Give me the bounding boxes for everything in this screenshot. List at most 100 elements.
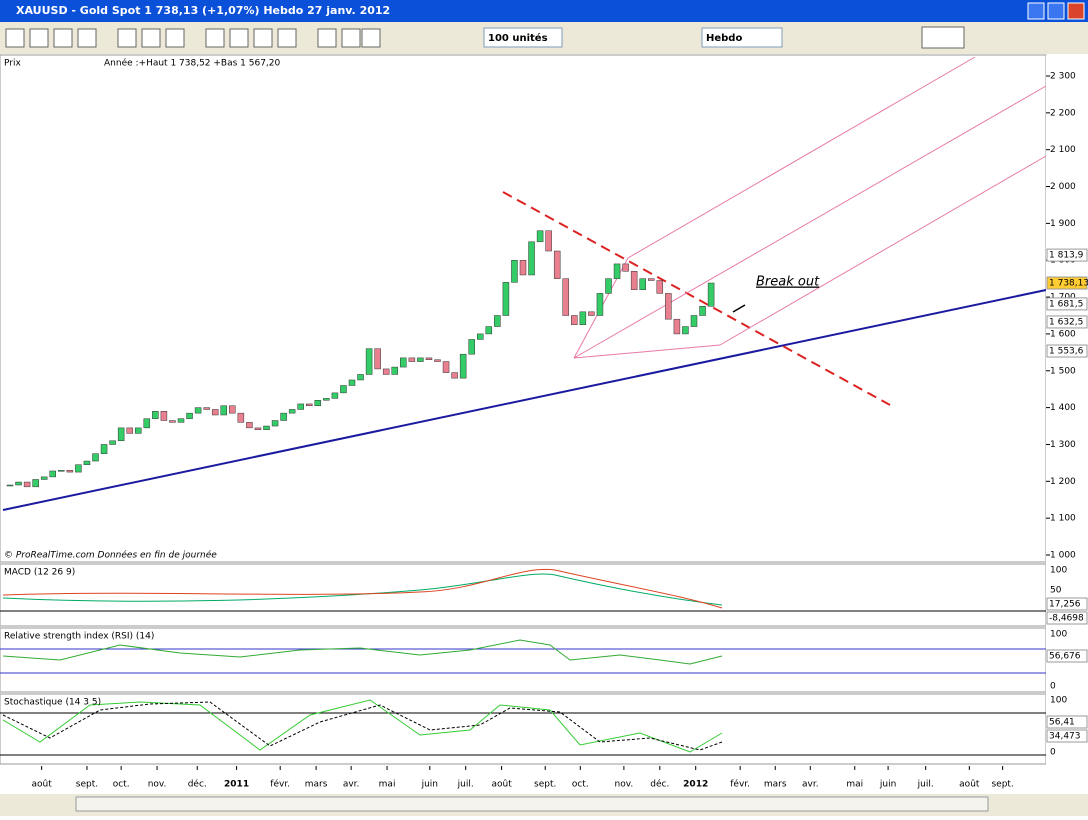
tool-button[interactable] — [53, 28, 73, 48]
channel-line — [573, 344, 721, 359]
tool-button[interactable] — [117, 28, 137, 48]
candle — [263, 425, 270, 430]
candle — [502, 282, 510, 316]
candle — [562, 278, 569, 316]
support-line — [2, 289, 1047, 511]
candle — [211, 409, 219, 416]
candle — [143, 418, 151, 429]
candle — [511, 259, 518, 283]
indicator-button[interactable] — [921, 26, 965, 49]
y-tick-label: 1 200 — [1050, 477, 1076, 487]
candle — [348, 379, 356, 386]
panel-title: Relative strength index (RSI) (14) — [4, 632, 154, 642]
candle — [622, 263, 629, 272]
candle — [536, 230, 544, 243]
candle — [605, 278, 612, 294]
stochastic-d — [2, 701, 723, 751]
candle — [690, 315, 698, 327]
candle — [271, 420, 279, 427]
period-dropdown[interactable] — [701, 27, 783, 48]
macd-panel — [0, 563, 1047, 627]
macd-line — [2, 568, 723, 609]
y-tick-label: 1 000 — [1050, 551, 1076, 561]
candle — [58, 470, 65, 472]
candle — [571, 315, 578, 325]
channel-line — [627, 56, 976, 259]
close-button[interactable] — [1067, 2, 1085, 20]
candle — [630, 271, 638, 290]
candle — [596, 293, 604, 316]
tool-button[interactable] — [141, 28, 161, 48]
candle — [391, 366, 398, 375]
minimize-button[interactable] — [1027, 2, 1045, 20]
panel-tick-label: 100 — [1050, 696, 1067, 706]
panel-value-label: 56,676 — [1049, 652, 1081, 662]
x-tick-label: sept. — [534, 780, 556, 790]
quantity-dropdown[interactable] — [483, 27, 563, 48]
tool-button[interactable] — [277, 28, 297, 48]
x-tick-label: oct. — [572, 780, 589, 790]
x-tick-label: avr. — [343, 780, 360, 790]
x-tick-label: août — [491, 780, 512, 790]
x-tick-label: sept. — [76, 780, 98, 790]
candle — [297, 403, 304, 410]
maximize-button[interactable] — [1047, 2, 1065, 20]
tool-button[interactable] — [205, 28, 225, 48]
candle — [169, 420, 176, 423]
last-value-box — [1046, 344, 1088, 358]
x-tick-label: août — [32, 780, 53, 790]
x-tick-label: mars — [764, 780, 787, 790]
drawing-tools — [5, 28, 381, 48]
y-tick-label: 1 100 — [1050, 514, 1076, 524]
candle — [417, 357, 424, 362]
candle — [152, 411, 159, 419]
x-tick-label: déc. — [188, 779, 207, 790]
tool-button[interactable] — [229, 28, 249, 48]
last-value-label: 1 632,5 — [1049, 317, 1083, 327]
candle — [340, 385, 347, 394]
tool-button[interactable] — [253, 28, 273, 48]
tool-button[interactable] — [361, 28, 381, 48]
candle — [682, 326, 689, 335]
candle — [400, 357, 407, 368]
x-tick-label: avr. — [802, 780, 819, 790]
panel-value-box — [1046, 597, 1088, 611]
tool-button[interactable] — [341, 28, 361, 48]
last-value-box — [1046, 297, 1088, 311]
x-tick-label: août — [959, 780, 980, 790]
x-tick-label: 2012 — [683, 780, 708, 790]
annotation: Break out — [756, 275, 820, 290]
tool-button[interactable] — [5, 28, 25, 48]
tool-button[interactable] — [317, 28, 337, 48]
y-tick-label: 2 200 — [1050, 108, 1076, 118]
candle — [186, 412, 193, 419]
tool-button[interactable] — [165, 28, 185, 48]
panel-tick-label: 50 — [1050, 586, 1062, 596]
candle — [707, 282, 715, 307]
panel-value-label: 17,256 — [1049, 600, 1081, 610]
price-info: Année :+Haut 1 738,52 +Bas 1 567,20 — [104, 58, 281, 69]
tool-button[interactable] — [77, 28, 97, 48]
y-tick-label: 1 400 — [1050, 403, 1076, 413]
panel-value-box — [1046, 715, 1088, 729]
candle — [331, 392, 339, 399]
candle — [160, 411, 168, 421]
last-value-box — [1046, 315, 1088, 329]
candle — [382, 368, 390, 375]
panel-value-label: 56,41 — [1049, 718, 1075, 728]
candle — [49, 470, 56, 478]
stochastic-k — [2, 699, 723, 753]
candle — [553, 250, 561, 279]
candle — [280, 412, 287, 421]
panel-value-label: -8,4698 — [1049, 614, 1084, 624]
panel-title: MACD (12 26 9) — [4, 568, 75, 578]
tool-button[interactable] — [29, 28, 49, 48]
last-value-label: 1 738,13 — [1049, 279, 1088, 289]
candle — [665, 293, 672, 320]
candle — [100, 444, 108, 454]
candle — [451, 372, 458, 379]
annotation-arrow — [732, 304, 746, 313]
panel-label: Prix — [4, 59, 21, 69]
scroll-bar[interactable] — [75, 796, 989, 812]
window-title: XAUUSD - Gold Spot 1 738,13 (+1,07%) Heb… — [16, 4, 390, 17]
